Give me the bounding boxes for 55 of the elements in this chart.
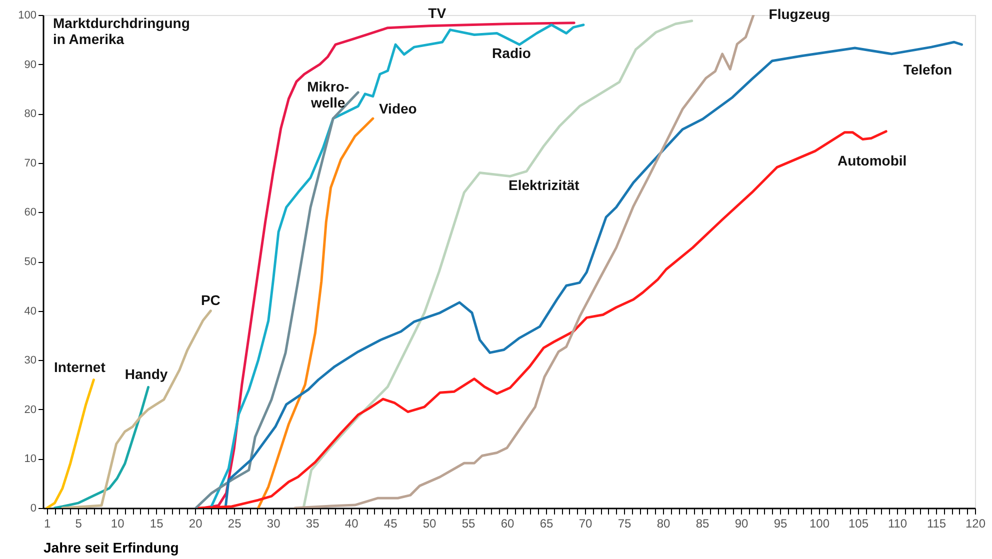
x-tick-label: 45	[384, 516, 398, 530]
series-label: Internet	[54, 358, 106, 375]
line-series	[224, 40, 963, 508]
y-tick-label: 60	[24, 206, 36, 219]
y-tick-label: 80	[24, 108, 36, 120]
x-tick-label: 110	[888, 516, 908, 530]
y-tick-label: 90	[24, 58, 36, 71]
x-tick-label: 50	[422, 516, 437, 530]
series-label: Radio	[492, 44, 531, 61]
y-axis-title: Marktdurchdringung in Amerika	[53, 15, 190, 47]
x-tick-label: 65	[540, 516, 554, 530]
x-tick-label: 35	[306, 516, 320, 530]
x-tick-label: 85	[696, 516, 710, 530]
series-label: Flugzeug	[768, 6, 830, 22]
series-label: Video	[378, 100, 417, 117]
series-label: TV	[428, 4, 447, 21]
x-tick-label: 20	[188, 516, 203, 530]
y-tick-label: 30	[24, 354, 36, 367]
x-tick-label: 120	[965, 516, 986, 530]
y-tick-label: 40	[24, 305, 36, 318]
line-series	[194, 91, 360, 508]
x-tick-label: 5	[75, 516, 82, 530]
y-tick-label: 20	[24, 404, 36, 416]
x-tick-label: 70	[578, 516, 593, 530]
y-tick-label: 100	[18, 10, 36, 22]
x-tick-label: 75	[618, 516, 632, 530]
x-tick-label: 90	[734, 516, 749, 530]
x-tick-label: 100	[810, 516, 830, 530]
x-tick-label: 115	[926, 516, 946, 530]
x-tick-label: 60	[500, 516, 515, 530]
series-label: Telefon	[903, 62, 952, 78]
series-label: Mikro- welle	[307, 78, 350, 110]
x-tick-label: 25	[228, 516, 242, 530]
x-tick-label: 1	[44, 516, 52, 530]
y-tick-label: 70	[24, 157, 36, 170]
series-label: Elektrizität	[508, 176, 580, 193]
y-tick-label: 0	[30, 502, 36, 514]
line-series	[53, 386, 150, 508]
x-tick-label: 105	[848, 516, 869, 530]
line-series	[46, 378, 95, 508]
x-tick-label: 15	[150, 516, 164, 530]
line-series	[257, 117, 374, 508]
x-tick-label: 95	[774, 516, 788, 530]
y-tick-label: 50	[24, 256, 36, 268]
x-tick-label: 55	[462, 516, 476, 530]
series-label: Automobil	[837, 152, 907, 168]
x-axis-title: Jahre seit Erfindung	[44, 540, 179, 556]
series-label: Handy	[124, 366, 168, 382]
x-tick-label: 10	[110, 516, 125, 530]
line-series	[302, 20, 694, 508]
series-label: PC	[200, 292, 220, 308]
x-tick-label: 80	[656, 516, 671, 530]
x-tick-label: 30	[266, 516, 281, 530]
y-tick-label: 10	[24, 453, 36, 466]
x-tick-label: 40	[344, 516, 359, 530]
